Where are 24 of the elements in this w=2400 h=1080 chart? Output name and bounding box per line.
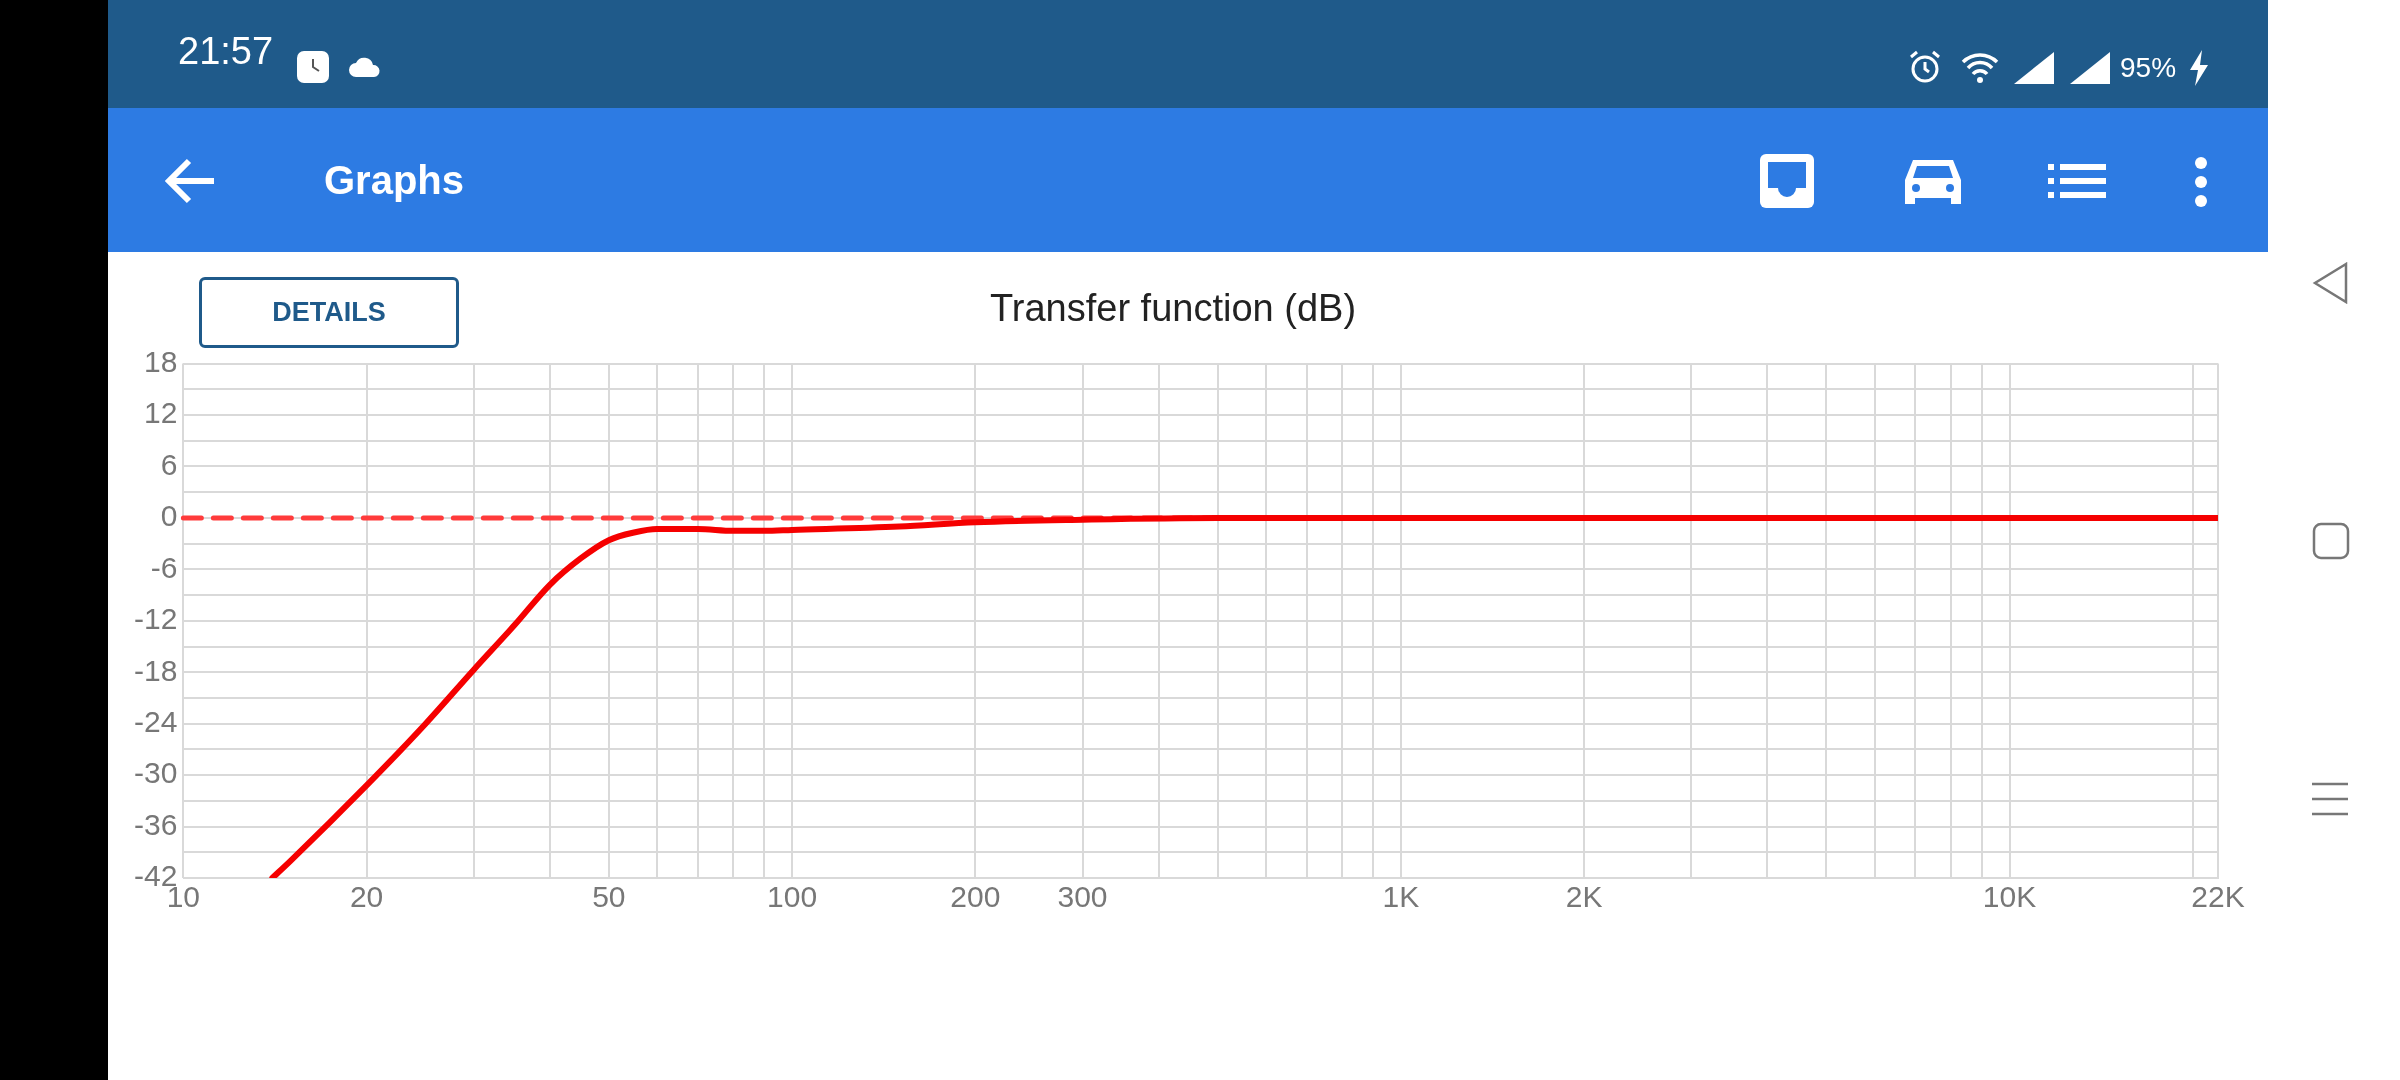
x-tick-label: 100 xyxy=(767,880,818,914)
y-tick-label: -24 xyxy=(134,704,178,738)
y-tick-label: 6 xyxy=(160,447,178,481)
x-tick-label: 200 xyxy=(950,880,1001,914)
chart-title: Transfer function (dB) xyxy=(989,287,1357,330)
text: Graphs xyxy=(324,158,465,203)
x-tick-label: 22K xyxy=(2191,880,2245,914)
y-tick-label: 12 xyxy=(143,396,178,430)
y-tick-label: -30 xyxy=(134,756,178,790)
y-tick-label: -36 xyxy=(134,807,178,841)
x-tick-label: 2K xyxy=(1565,880,1603,914)
y-tick-label: -6 xyxy=(150,550,178,584)
x-tick-label: 20 xyxy=(349,880,384,914)
text: 21:57 xyxy=(178,30,274,73)
text: 95% xyxy=(2120,52,2177,84)
x-tick-label: 50 xyxy=(592,880,626,914)
y-tick-label: -12 xyxy=(134,602,178,636)
x-tick-label: 300 xyxy=(1057,880,1108,914)
details-button: DETAILS xyxy=(199,277,459,348)
y-tick-label: 18 xyxy=(143,344,178,378)
y-tick-label: 0 xyxy=(160,499,178,533)
x-tick-label: 1K xyxy=(1382,880,1420,914)
x-tick-label: 10K xyxy=(1982,880,2037,914)
y-tick-label: -18 xyxy=(134,653,178,687)
